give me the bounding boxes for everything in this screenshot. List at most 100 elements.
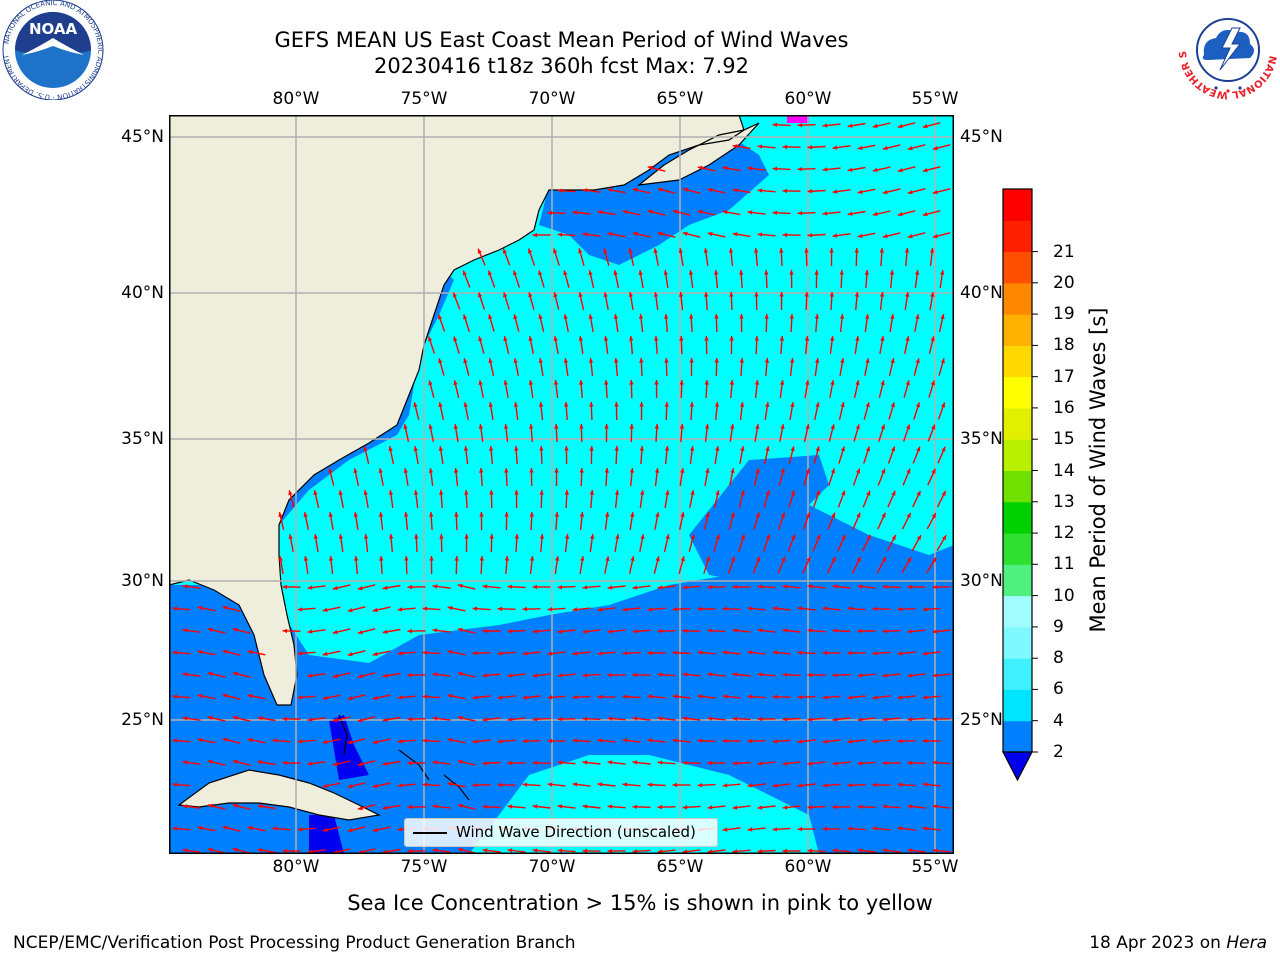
direction-arrow	[907, 584, 926, 590]
direction-arrow	[347, 738, 366, 745]
direction-arrow	[407, 716, 426, 722]
direction-arrow	[489, 489, 494, 509]
direction-arrow	[722, 210, 741, 216]
direction-arrow	[897, 782, 916, 787]
direction-arrow	[782, 188, 801, 194]
direction-arrow	[578, 335, 584, 355]
direction-arrow	[857, 761, 876, 766]
direction-arrow	[897, 606, 916, 612]
direction-arrow	[207, 803, 226, 810]
direction-arrow	[522, 739, 541, 744]
direction-arrow	[504, 467, 509, 487]
direction-arrow	[907, 144, 926, 151]
direction-arrow	[882, 584, 901, 589]
direction-arrow	[613, 270, 620, 288]
direction-arrow	[182, 584, 201, 589]
direction-arrow	[847, 695, 866, 700]
colorbar-segment	[1003, 720, 1032, 753]
direction-arrow	[878, 424, 885, 442]
direction-arrow	[522, 695, 541, 700]
direction-arrow	[629, 379, 634, 399]
direction-arrow	[739, 269, 744, 289]
direction-arrow	[682, 187, 701, 194]
direction-arrow	[877, 468, 886, 486]
direction-arrow	[607, 848, 626, 854]
direction-arrow	[464, 533, 469, 553]
direction-arrow	[629, 423, 634, 443]
direction-arrow	[932, 629, 951, 634]
direction-arrow	[502, 248, 511, 266]
direction-arrow	[847, 650, 866, 656]
direction-arrow	[932, 144, 951, 151]
direction-arrow	[722, 650, 741, 655]
direction-arrow	[432, 672, 451, 677]
direction-arrow	[853, 380, 860, 398]
nws-logo: NATIONAL WEATHER SERVICE	[1172, 0, 1280, 100]
direction-arrow	[347, 606, 366, 613]
direction-arrow	[854, 335, 860, 355]
direction-arrow	[829, 336, 835, 354]
direction-arrow	[589, 489, 595, 509]
direction-arrow	[912, 490, 922, 508]
direction-arrow	[889, 313, 895, 333]
direction-arrow	[747, 210, 766, 215]
direction-arrow	[797, 123, 816, 128]
direction-arrow	[529, 423, 534, 443]
direction-arrow	[802, 512, 811, 530]
colorbar-segment	[1003, 595, 1032, 628]
direction-arrow	[882, 760, 901, 766]
direction-arrow	[689, 401, 694, 421]
colorbar-tick-label: 2	[1053, 742, 1064, 762]
direction-arrow	[782, 232, 801, 238]
direction-arrow	[804, 247, 809, 267]
direction-arrow	[332, 672, 351, 679]
direction-arrow	[914, 314, 920, 332]
direction-arrow	[732, 761, 751, 766]
direction-arrow	[303, 512, 310, 530]
direction-arrow	[182, 760, 201, 765]
direction-arrow	[797, 695, 816, 700]
direction-arrow	[722, 694, 741, 699]
direction-arrow	[457, 803, 476, 810]
lon-label-top: 55°W	[911, 89, 959, 109]
direction-arrow	[482, 673, 501, 678]
direction-arrow	[907, 188, 926, 195]
direction-arrow	[738, 490, 745, 508]
direction-arrow	[382, 760, 401, 766]
direction-arrow	[172, 782, 191, 787]
colorbar-segment	[1003, 533, 1032, 565]
direction-arrow	[753, 468, 760, 486]
direction-arrow	[913, 402, 920, 420]
direction-arrow	[222, 737, 241, 744]
direction-arrow	[332, 628, 351, 635]
direction-arrow	[429, 511, 434, 531]
direction-arrow	[654, 335, 659, 355]
direction-arrow	[622, 738, 641, 743]
direction-arrow	[462, 270, 471, 288]
direction-arrow	[713, 490, 720, 508]
direction-arrow	[532, 673, 551, 678]
direction-arrow	[504, 511, 509, 531]
direction-arrow	[172, 606, 191, 611]
direction-arrow	[632, 760, 651, 765]
direction-arrow	[447, 650, 466, 656]
direction-arrow	[657, 585, 676, 590]
direction-arrow	[688, 534, 695, 552]
direction-arrow	[557, 232, 576, 237]
direction-arrow	[757, 628, 776, 633]
colorbar-segment	[1003, 189, 1032, 221]
direction-arrow	[937, 402, 946, 420]
direction-arrow	[557, 188, 576, 193]
direction-arrow	[428, 424, 434, 442]
wind-wave-map	[169, 115, 954, 854]
direction-arrow	[197, 650, 216, 656]
direction-arrow	[757, 144, 776, 149]
direction-arrow	[789, 269, 794, 289]
colorbar-tick-label: 15	[1053, 429, 1075, 450]
direction-arrow	[232, 847, 251, 854]
direction-arrow	[528, 380, 534, 398]
direction-arrow	[832, 233, 851, 238]
direction-arrow	[922, 210, 941, 217]
direction-arrow	[829, 291, 834, 311]
direction-arrow	[422, 606, 441, 611]
